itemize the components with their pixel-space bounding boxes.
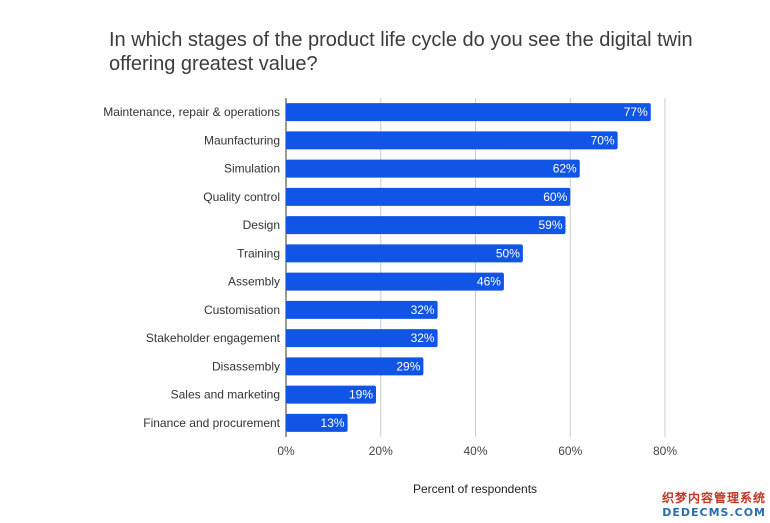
bar (286, 272, 504, 291)
category-label: Stakeholder engagement (146, 331, 281, 345)
category-label: Design (243, 218, 280, 232)
data-label: 29% (396, 359, 420, 373)
category-label: Quality control (203, 190, 280, 204)
watermark-line2: DEDECMS.COM (662, 506, 766, 519)
data-label: 32% (411, 331, 435, 345)
watermark-line1: 织梦内容管理系统 (661, 491, 766, 505)
x-axis-title: Percent of respondents (412, 482, 538, 496)
category-label: Finance and procurement (143, 416, 280, 430)
data-label: 62% (553, 162, 577, 176)
x-tick-label: 40% (463, 444, 487, 458)
data-label: 46% (477, 275, 501, 289)
bar (286, 300, 438, 319)
bar (286, 357, 424, 376)
bar (286, 413, 348, 432)
x-tick-label: 60% (558, 444, 582, 458)
bar (286, 103, 651, 122)
category-label: Maunfacturing (204, 133, 280, 147)
category-label: Simulation (224, 162, 280, 176)
bar (286, 187, 571, 206)
bar (286, 385, 377, 404)
bar (286, 329, 438, 348)
data-label: 19% (349, 388, 373, 402)
category-label: Customisation (204, 303, 280, 317)
x-tick-label: 20% (369, 444, 393, 458)
bar (286, 131, 618, 150)
data-label: 77% (624, 105, 648, 119)
data-label: 59% (538, 218, 562, 232)
category-label: Disassembly (212, 359, 280, 373)
x-tick-label: 80% (653, 444, 677, 458)
category-label: Assembly (228, 275, 280, 289)
category-label: Maintenance, repair & operations (103, 105, 280, 119)
data-label: 70% (591, 133, 615, 147)
category-label: Sales and marketing (171, 388, 280, 402)
bar (286, 216, 566, 235)
data-label: 50% (496, 246, 520, 260)
gridlines (285, 98, 666, 437)
chart-title: In which stages of the product life cycl… (109, 29, 693, 75)
bars (286, 103, 651, 432)
labels: 0% 20% 40% 60% 80% Maintenance, repair & oper… (103, 105, 677, 458)
bar (286, 159, 580, 178)
x-tick-label: 0% (277, 444, 295, 458)
bar (286, 244, 523, 263)
category-label: Training (237, 246, 280, 260)
data-label: 60% (543, 190, 567, 204)
data-label: 32% (411, 303, 435, 317)
data-label: 13% (321, 416, 345, 430)
watermark: 织梦内容管理系统 DEDECMS.COM (662, 489, 766, 519)
